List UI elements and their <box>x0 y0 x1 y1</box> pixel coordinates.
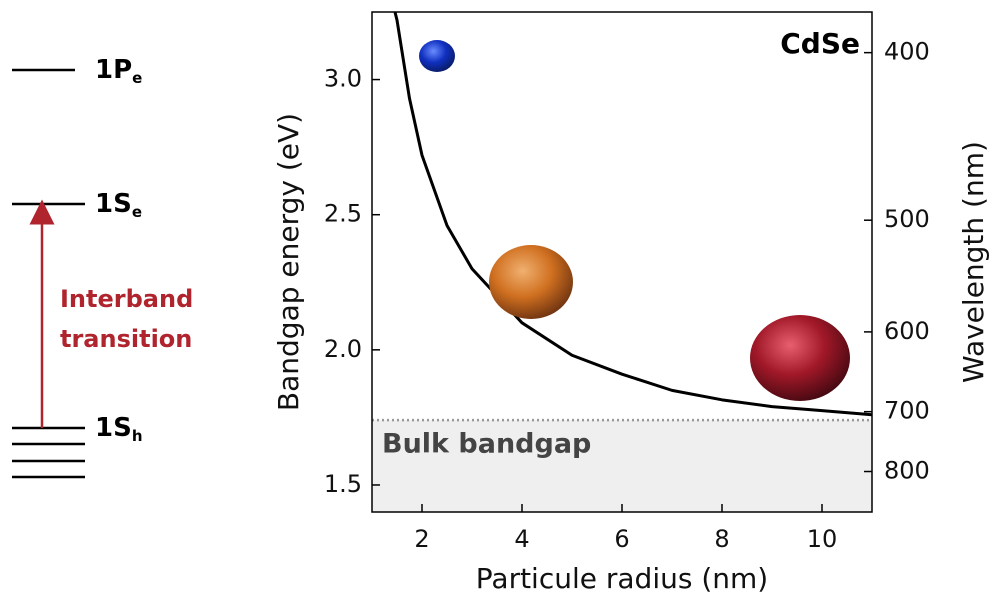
x-axis-label: Particule radius (nm) <box>476 562 768 595</box>
bulk-region <box>372 420 872 512</box>
nanoparticle-icon <box>489 245 573 319</box>
transition-label: transition <box>60 325 192 353</box>
y2-axis-label: Wavelength (nm) <box>957 141 990 383</box>
x-tick-label: 4 <box>514 525 529 553</box>
y-tick-label: 2.5 <box>324 200 362 228</box>
y-axis-label: Bandgap energy (eV) <box>272 113 305 411</box>
level-label: 1Sh <box>95 413 143 445</box>
y-tick-label: 2.0 <box>324 335 362 363</box>
y-tick-label: 3.0 <box>324 65 362 93</box>
y2-tick-label: 800 <box>884 457 930 485</box>
y2-tick-label: 500 <box>884 205 930 233</box>
x-tick-label: 2 <box>414 525 429 553</box>
level-diagram <box>12 68 85 479</box>
transition-label: Interband <box>60 285 193 313</box>
level-label: 1Pe <box>95 55 142 87</box>
level-label: 1Se <box>95 189 142 221</box>
y2-tick-label: 600 <box>884 317 930 345</box>
curve <box>393 11 873 417</box>
nanoparticle-icon <box>419 40 455 72</box>
annotation: CdSe <box>780 27 860 60</box>
plot: Bulk bandgap 2 4 6 8 10 1.5 2.0 2.5 3.0 400 500 600 7… <box>272 11 990 595</box>
y-tick-label: 1.5 <box>324 470 362 498</box>
x-tick-label: 8 <box>714 525 729 553</box>
x-tick-label: 6 <box>614 525 629 553</box>
y2-tick-label: 700 <box>884 397 930 425</box>
y2-tick-label: 400 <box>884 38 930 66</box>
nanoparticle-icon <box>750 315 850 401</box>
x-tick-label: 10 <box>807 525 838 553</box>
bulk-label: Bulk bandgap <box>382 429 591 460</box>
